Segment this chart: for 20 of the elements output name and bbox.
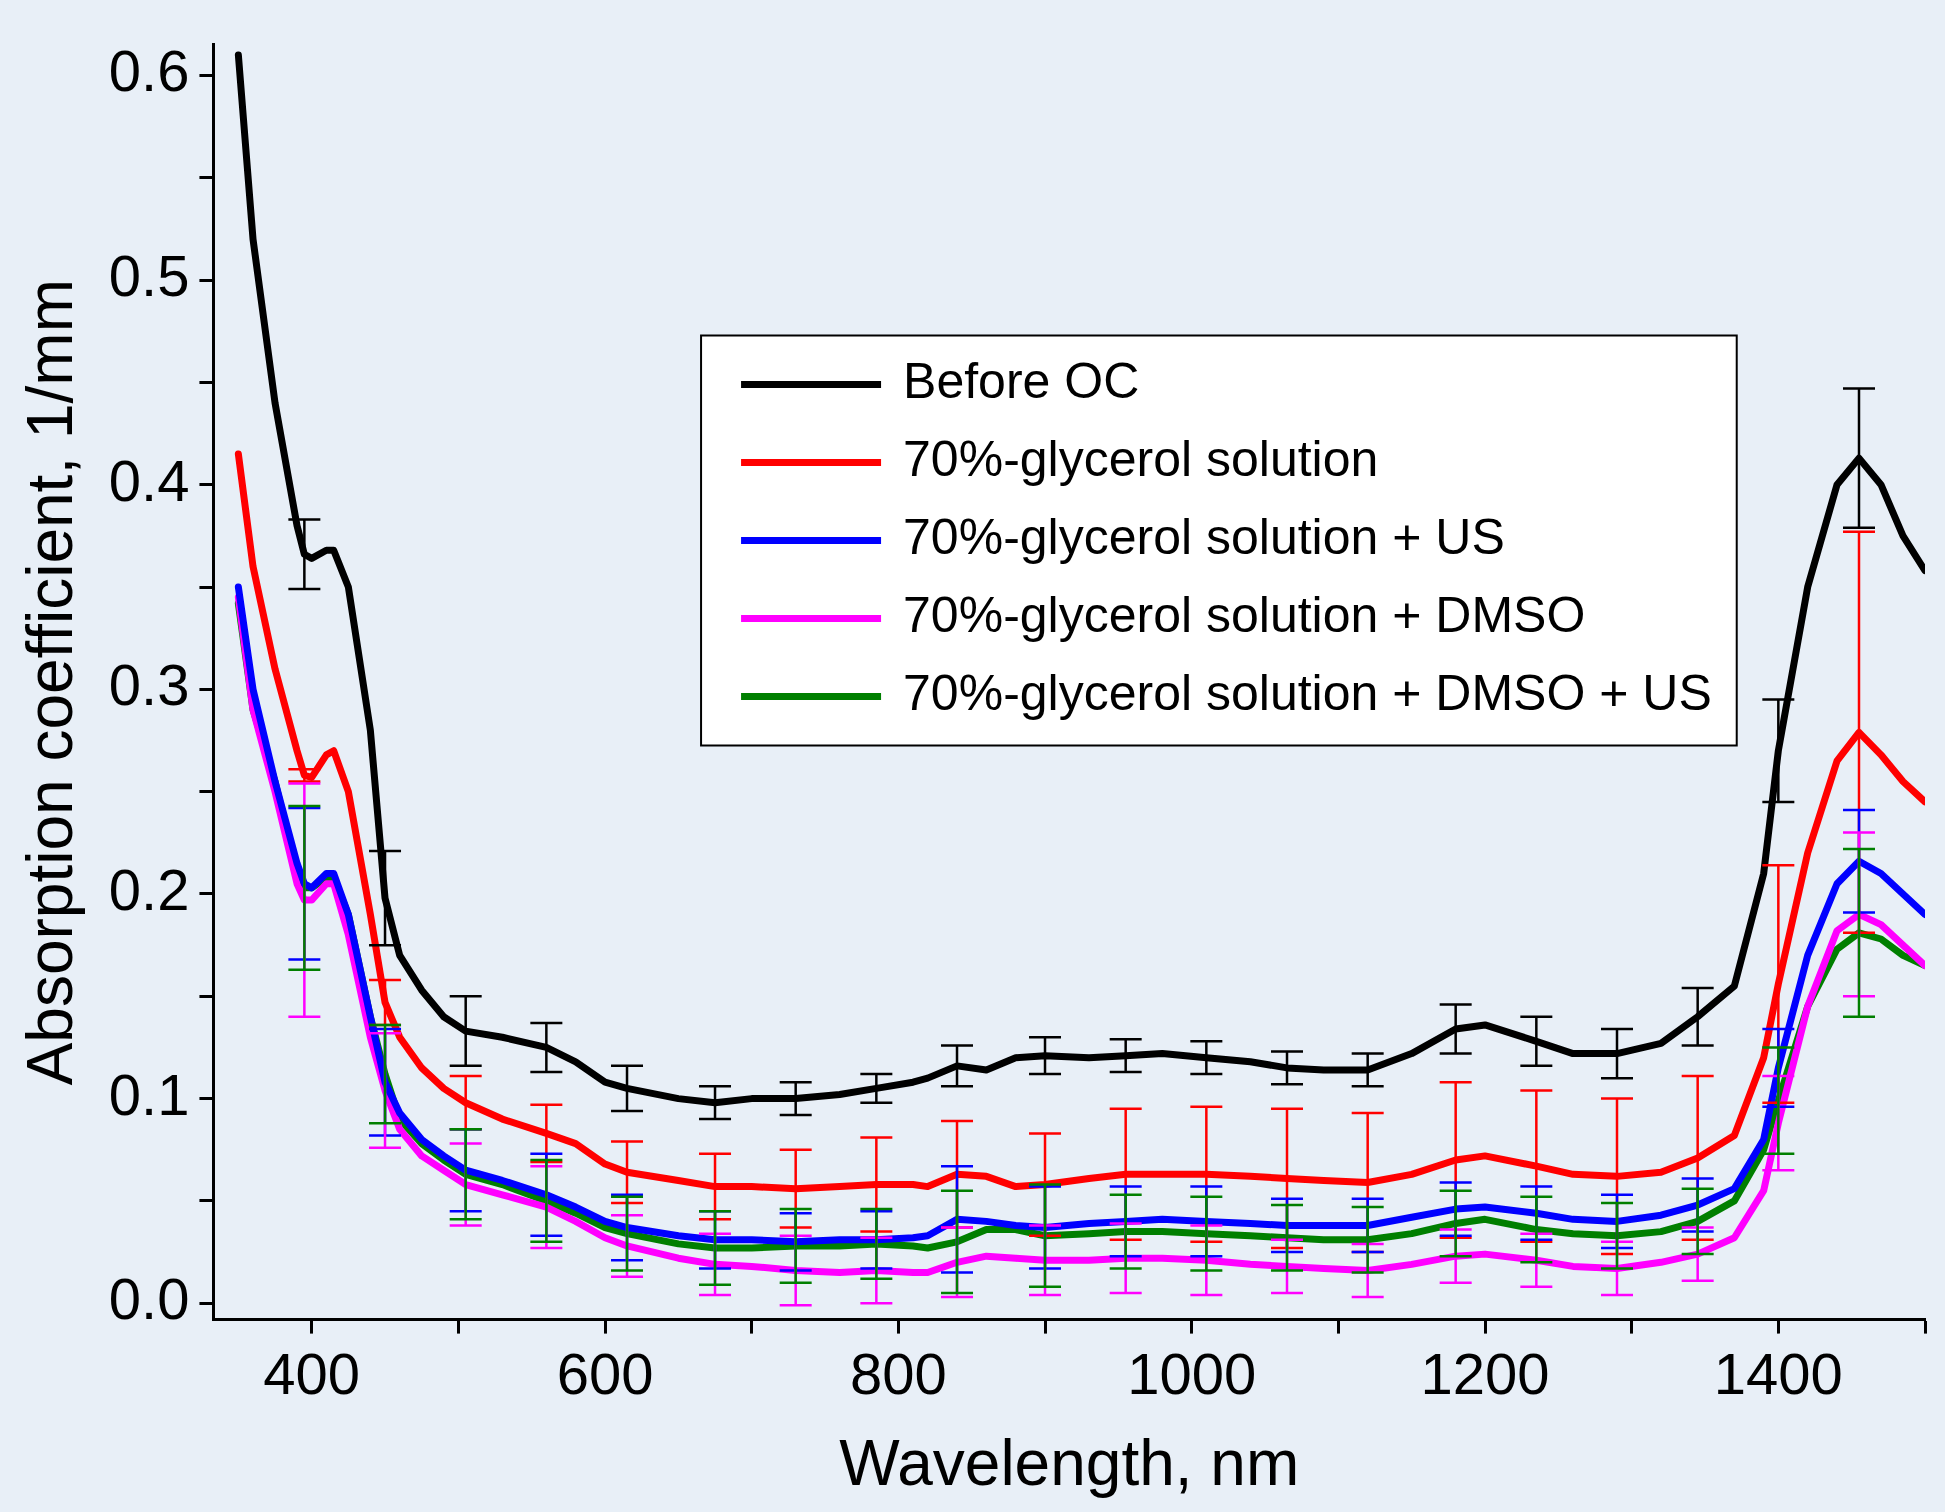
x-tick-label: 400 (263, 1341, 361, 1407)
legend-label: Before OC (903, 353, 1140, 410)
legend-label: 70%-glycerol solution + US (903, 509, 1505, 566)
x-tick-label: 1200 (1420, 1341, 1550, 1407)
x-tick-label: 600 (556, 1341, 654, 1407)
x-tick-label: 1000 (1127, 1341, 1257, 1407)
y-axis-title: Absorption coefficient, 1/mm (14, 279, 87, 1086)
y-tick-label: 0.0 (108, 1266, 190, 1332)
x-tick-label: 1400 (1713, 1341, 1843, 1407)
x-axis-title: Wavelength, nm (839, 1427, 1300, 1500)
legend-label: 70%-glycerol solution + DMSO + US (903, 665, 1712, 722)
legend-label: 70%-glycerol solution + DMSO (903, 587, 1586, 644)
y-tick-label: 0.3 (108, 652, 190, 718)
legend-label: 70%-glycerol solution (903, 431, 1379, 488)
y-tick-label: 0.5 (108, 243, 190, 309)
y-tick-label: 0.4 (108, 447, 190, 513)
y-tick-label: 0.6 (108, 38, 190, 104)
y-tick-label: 0.2 (108, 856, 190, 922)
x-tick-label: 800 (849, 1341, 947, 1407)
y-tick-label: 0.1 (108, 1061, 190, 1127)
